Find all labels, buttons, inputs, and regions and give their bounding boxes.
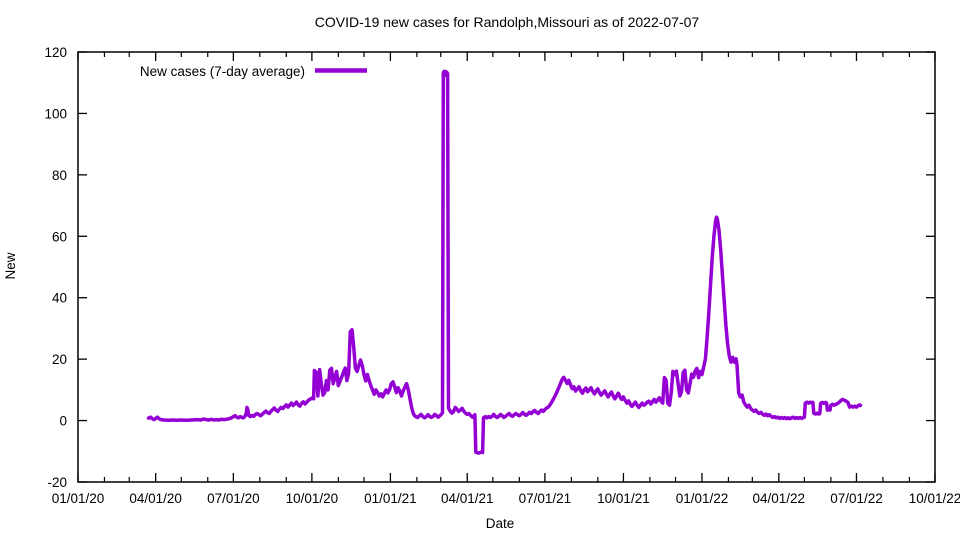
x-tick-label: 04/01/22: [753, 491, 806, 506]
x-axis-label: Date: [486, 516, 515, 531]
plot-generated: -20 0 20 40 60 80 100 120 01/01/20 04/01/20 07/01/…: [44, 45, 960, 506]
data-line: [146, 69, 863, 455]
y-tick-label: -20: [47, 475, 67, 490]
x-tick-label: 07/01/20: [207, 491, 260, 506]
plot-border: [77, 51, 936, 483]
x-tick-label: 01/01/22: [676, 491, 729, 506]
x-tick-label: 07/01/21: [519, 491, 572, 506]
x-tick-label: 01/01/20: [52, 491, 105, 506]
chart-title: COVID-19 new cases for Randolph,Missouri…: [315, 14, 700, 30]
x-tick-label: 01/01/21: [364, 491, 417, 506]
x-tick-label: 10/01/21: [597, 491, 650, 506]
x-tick-label: 10/01/20: [286, 491, 339, 506]
y-tick-label: 40: [52, 291, 67, 306]
y-tick-label: 100: [44, 106, 67, 121]
x-tick-label: 04/01/20: [129, 491, 182, 506]
x-tick-label: 10/01/22: [909, 491, 960, 506]
y-axis-label: New: [3, 252, 18, 279]
y-tick-label: 60: [52, 229, 67, 244]
legend-label: New cases (7-day average): [140, 64, 305, 79]
x-tick-label: 04/01/21: [441, 491, 494, 506]
y-tick-label: 80: [52, 168, 67, 183]
y-tick-label: 0: [59, 414, 67, 429]
y-tick-label: 20: [52, 352, 67, 367]
x-tick-label: 07/01/22: [830, 491, 883, 506]
y-tick-label: 120: [44, 45, 67, 60]
